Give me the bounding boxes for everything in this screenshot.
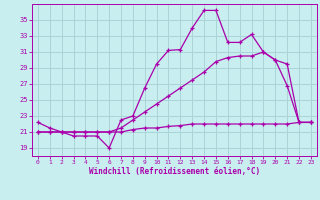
X-axis label: Windchill (Refroidissement éolien,°C): Windchill (Refroidissement éolien,°C) bbox=[89, 167, 260, 176]
